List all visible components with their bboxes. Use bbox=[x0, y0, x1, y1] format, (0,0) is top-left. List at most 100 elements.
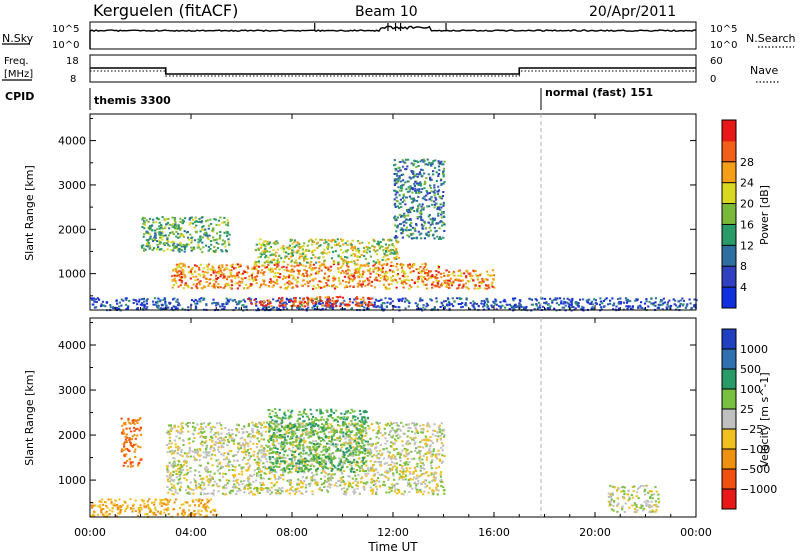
power-cell bbox=[195, 275, 198, 278]
power-cell bbox=[342, 262, 345, 265]
velocity-cell bbox=[414, 426, 417, 429]
velocity-cell bbox=[419, 450, 422, 452]
velocity-cell bbox=[394, 430, 397, 433]
power-cell bbox=[663, 301, 666, 304]
velocity-cell bbox=[413, 481, 416, 484]
power-cell bbox=[650, 297, 653, 300]
power-cell bbox=[342, 243, 345, 246]
velocity-cell bbox=[102, 503, 105, 506]
power-cell bbox=[175, 228, 178, 230]
power-cell bbox=[227, 299, 230, 302]
power-cell bbox=[351, 280, 354, 282]
velocity-cell bbox=[443, 433, 446, 436]
velocity-cell bbox=[235, 428, 238, 430]
power-cell bbox=[231, 265, 234, 268]
power-cell bbox=[261, 304, 264, 307]
power-cell bbox=[332, 238, 335, 241]
power-cell bbox=[306, 303, 310, 306]
power-cell bbox=[348, 300, 352, 303]
power-cell bbox=[435, 229, 438, 232]
power-cell bbox=[154, 303, 157, 306]
power-cell bbox=[287, 253, 290, 255]
power-cell bbox=[347, 303, 350, 306]
power-cell bbox=[194, 302, 197, 305]
power-cell bbox=[380, 245, 383, 248]
power-cell bbox=[206, 234, 209, 237]
velocity-cell bbox=[206, 451, 210, 454]
velocity-cell bbox=[395, 468, 398, 471]
power-cell bbox=[286, 281, 289, 284]
power-cell bbox=[166, 221, 169, 224]
power-cell bbox=[362, 296, 365, 299]
power-cell bbox=[539, 304, 542, 307]
power-cell bbox=[362, 250, 365, 253]
power-cell bbox=[588, 302, 591, 305]
velocity-cell bbox=[351, 486, 354, 489]
velocity-cell bbox=[353, 441, 356, 443]
power-cell bbox=[323, 242, 326, 245]
power-cell bbox=[323, 285, 326, 288]
velocity-cell bbox=[207, 506, 210, 509]
power-cell bbox=[398, 277, 401, 280]
velocity-cell bbox=[399, 459, 402, 462]
velocity-cell bbox=[352, 468, 355, 470]
power-cell bbox=[163, 243, 166, 246]
power-cell bbox=[280, 300, 283, 303]
velocity-cell bbox=[121, 504, 124, 507]
power-cell bbox=[325, 282, 328, 284]
power-cell bbox=[171, 216, 174, 219]
power-cell bbox=[422, 270, 426, 273]
velocity-cell bbox=[353, 434, 356, 437]
power-cell bbox=[197, 241, 200, 244]
power-cell bbox=[399, 169, 402, 172]
power-cell bbox=[194, 305, 197, 308]
power-cell bbox=[310, 260, 313, 263]
power-cell bbox=[382, 238, 385, 241]
velocity-cell bbox=[185, 455, 188, 458]
velocity-cell bbox=[295, 466, 298, 469]
velocity-cell bbox=[222, 472, 225, 475]
power-cell bbox=[421, 227, 424, 230]
velocity-cell bbox=[213, 472, 216, 475]
power-cell bbox=[154, 239, 157, 241]
power-cell bbox=[472, 269, 475, 272]
power-cell bbox=[269, 254, 272, 257]
velocity-cell bbox=[116, 508, 119, 511]
velocity-cell bbox=[243, 438, 246, 441]
power-cell bbox=[154, 297, 157, 300]
velocity-cell bbox=[171, 474, 174, 477]
power-cell bbox=[191, 247, 194, 250]
velocity-cell bbox=[428, 481, 431, 484]
nave-trace bbox=[90, 70, 696, 77]
power-cell bbox=[393, 178, 396, 181]
velocity-cell bbox=[316, 482, 319, 485]
power-cell bbox=[485, 287, 488, 290]
power-cell bbox=[370, 303, 373, 306]
power-cell bbox=[228, 243, 231, 246]
power-cell bbox=[438, 227, 441, 230]
power-cell bbox=[420, 232, 423, 235]
velocity-cell bbox=[426, 425, 429, 428]
power-cell bbox=[218, 223, 221, 226]
velocity-cell bbox=[236, 460, 239, 462]
power-cell bbox=[370, 297, 373, 300]
velocity-cell bbox=[262, 462, 265, 465]
power-cell bbox=[219, 269, 222, 272]
power-cell bbox=[115, 306, 118, 309]
power-cell bbox=[512, 306, 515, 309]
power-cell bbox=[357, 247, 360, 250]
velocity-cell bbox=[431, 459, 434, 462]
velocity-cell bbox=[425, 439, 428, 442]
velocity-cell bbox=[295, 464, 298, 467]
velocity-cell bbox=[216, 465, 219, 468]
power-cell bbox=[207, 263, 210, 266]
power-cell bbox=[219, 274, 222, 276]
power-cell bbox=[402, 179, 405, 182]
velocity-cell bbox=[225, 456, 228, 459]
power-cell bbox=[385, 306, 388, 309]
power-cell bbox=[251, 272, 254, 275]
velocity-cell bbox=[346, 488, 349, 491]
velocity-cell bbox=[196, 423, 199, 426]
power-cell bbox=[182, 271, 185, 274]
velocity-cell bbox=[308, 454, 311, 457]
